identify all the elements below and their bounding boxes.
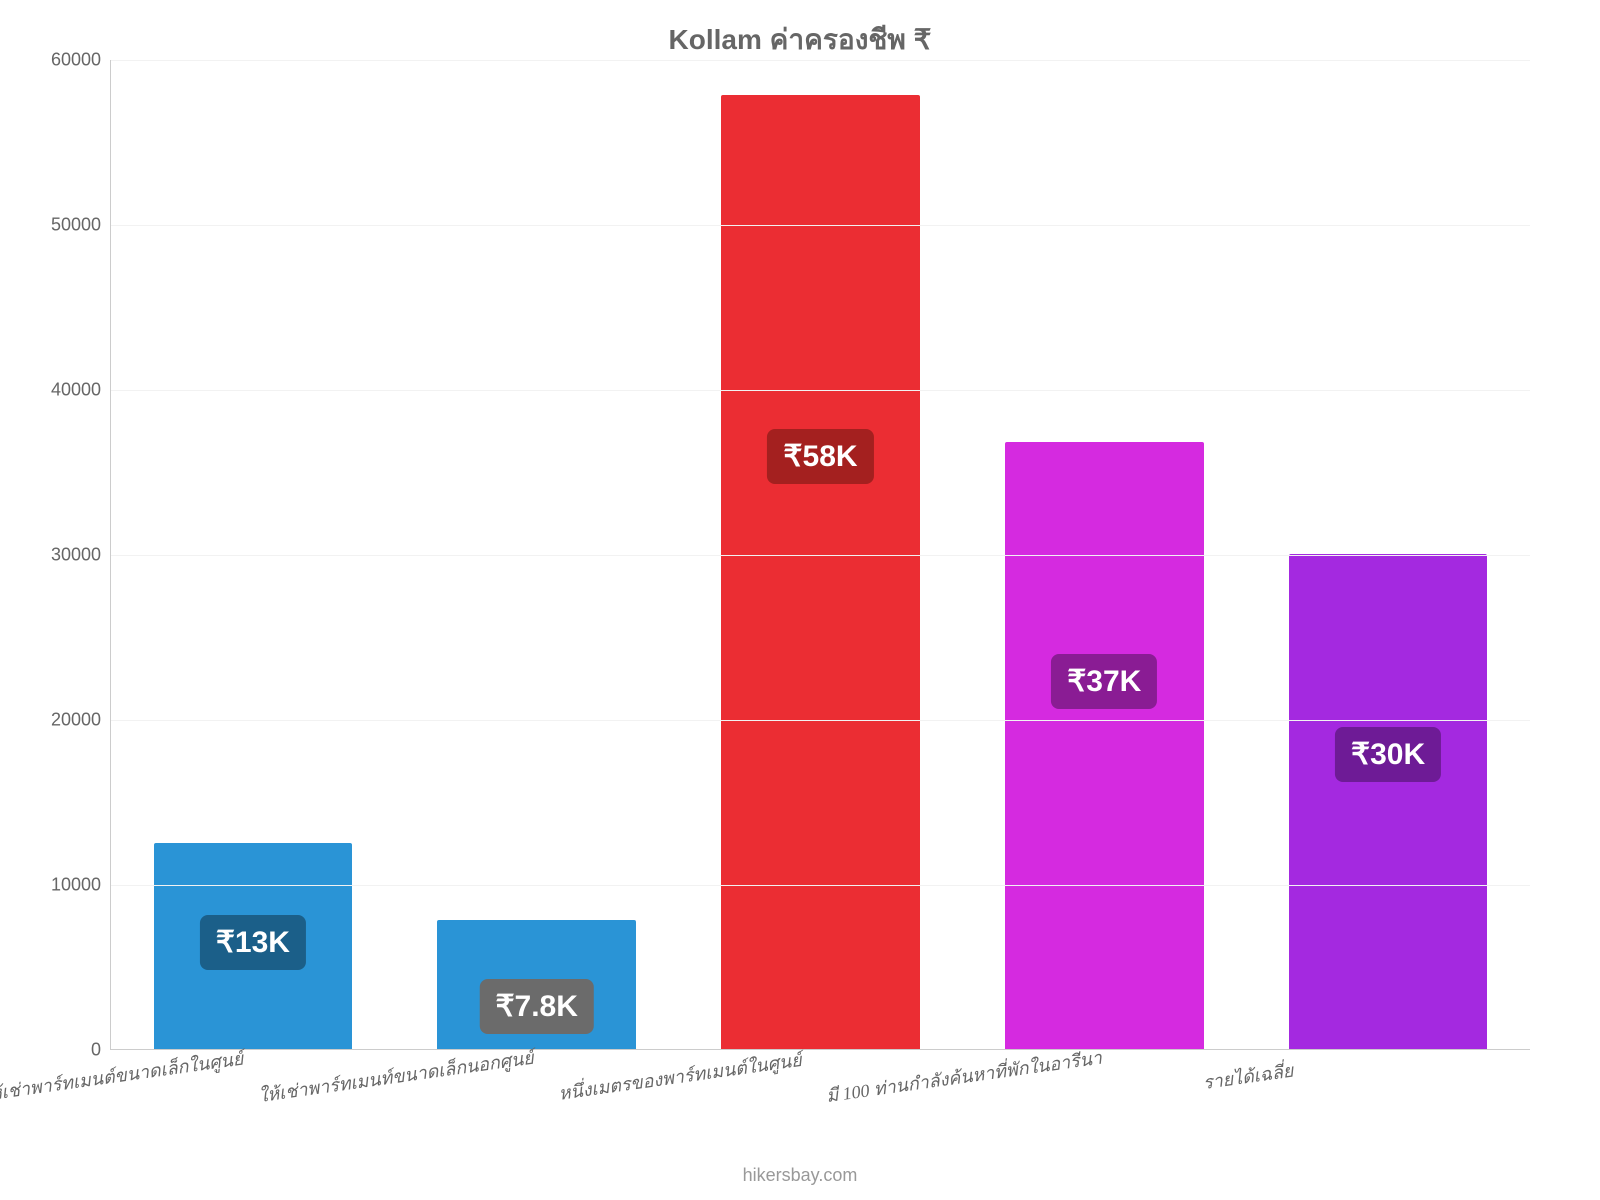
xtick-label: ให้เช่าพาร์ทเมนต์ขนาดเล็กในศูนย์ [0,1044,245,1110]
value-badge: ₹58K [767,429,873,484]
bar: ₹7.8K [437,920,636,1049]
ytick-label: 30000 [51,545,111,566]
chart-title: Kollam ค่าครองชีพ ₹ [0,18,1600,62]
ytick-label: 0 [91,1040,111,1061]
xtick-label: ให้เช่าพาร์ทเมนท์ขนาดเล็กนอกศูนย์ [257,1043,536,1110]
ytick-label: 20000 [51,710,111,731]
footer-credit: hikersbay.com [0,1165,1600,1186]
ytick-label: 10000 [51,875,111,896]
bar: ₹13K [154,843,353,1049]
gridline [111,885,1530,886]
gridline [111,225,1530,226]
xtick-label: รายได้เฉลี่ย [1201,1056,1295,1097]
bar: ₹37K [1005,442,1204,1049]
bar: ₹58K [721,95,920,1049]
gridline [111,720,1530,721]
gridline [111,555,1530,556]
ytick-label: 40000 [51,380,111,401]
value-badge: ₹7.8K [479,979,593,1034]
gridline [111,390,1530,391]
bar: ₹30K [1289,554,1488,1049]
xtick-label: หนึ่งเมตรของพาร์ทเมนต์ในศูนย์ [557,1045,804,1108]
ytick-label: 50000 [51,215,111,236]
gridline [111,60,1530,61]
value-badge: ₹13K [200,915,306,970]
chart-container: Kollam ค่าครองชีพ ₹ ₹13K ₹7.8K ₹58K ₹37K ₹30… [0,0,1600,1200]
ytick-label: 60000 [51,50,111,71]
value-badge: ₹37K [1051,654,1157,709]
xtick-label: มี 100 ท่านกำลังค้นหาที่พักในอารีนา [824,1043,1103,1110]
value-badge: ₹30K [1335,727,1441,782]
plot-area: ₹13K₹7.8K₹58K₹37K₹30K 010000200003000040… [110,60,1530,1050]
